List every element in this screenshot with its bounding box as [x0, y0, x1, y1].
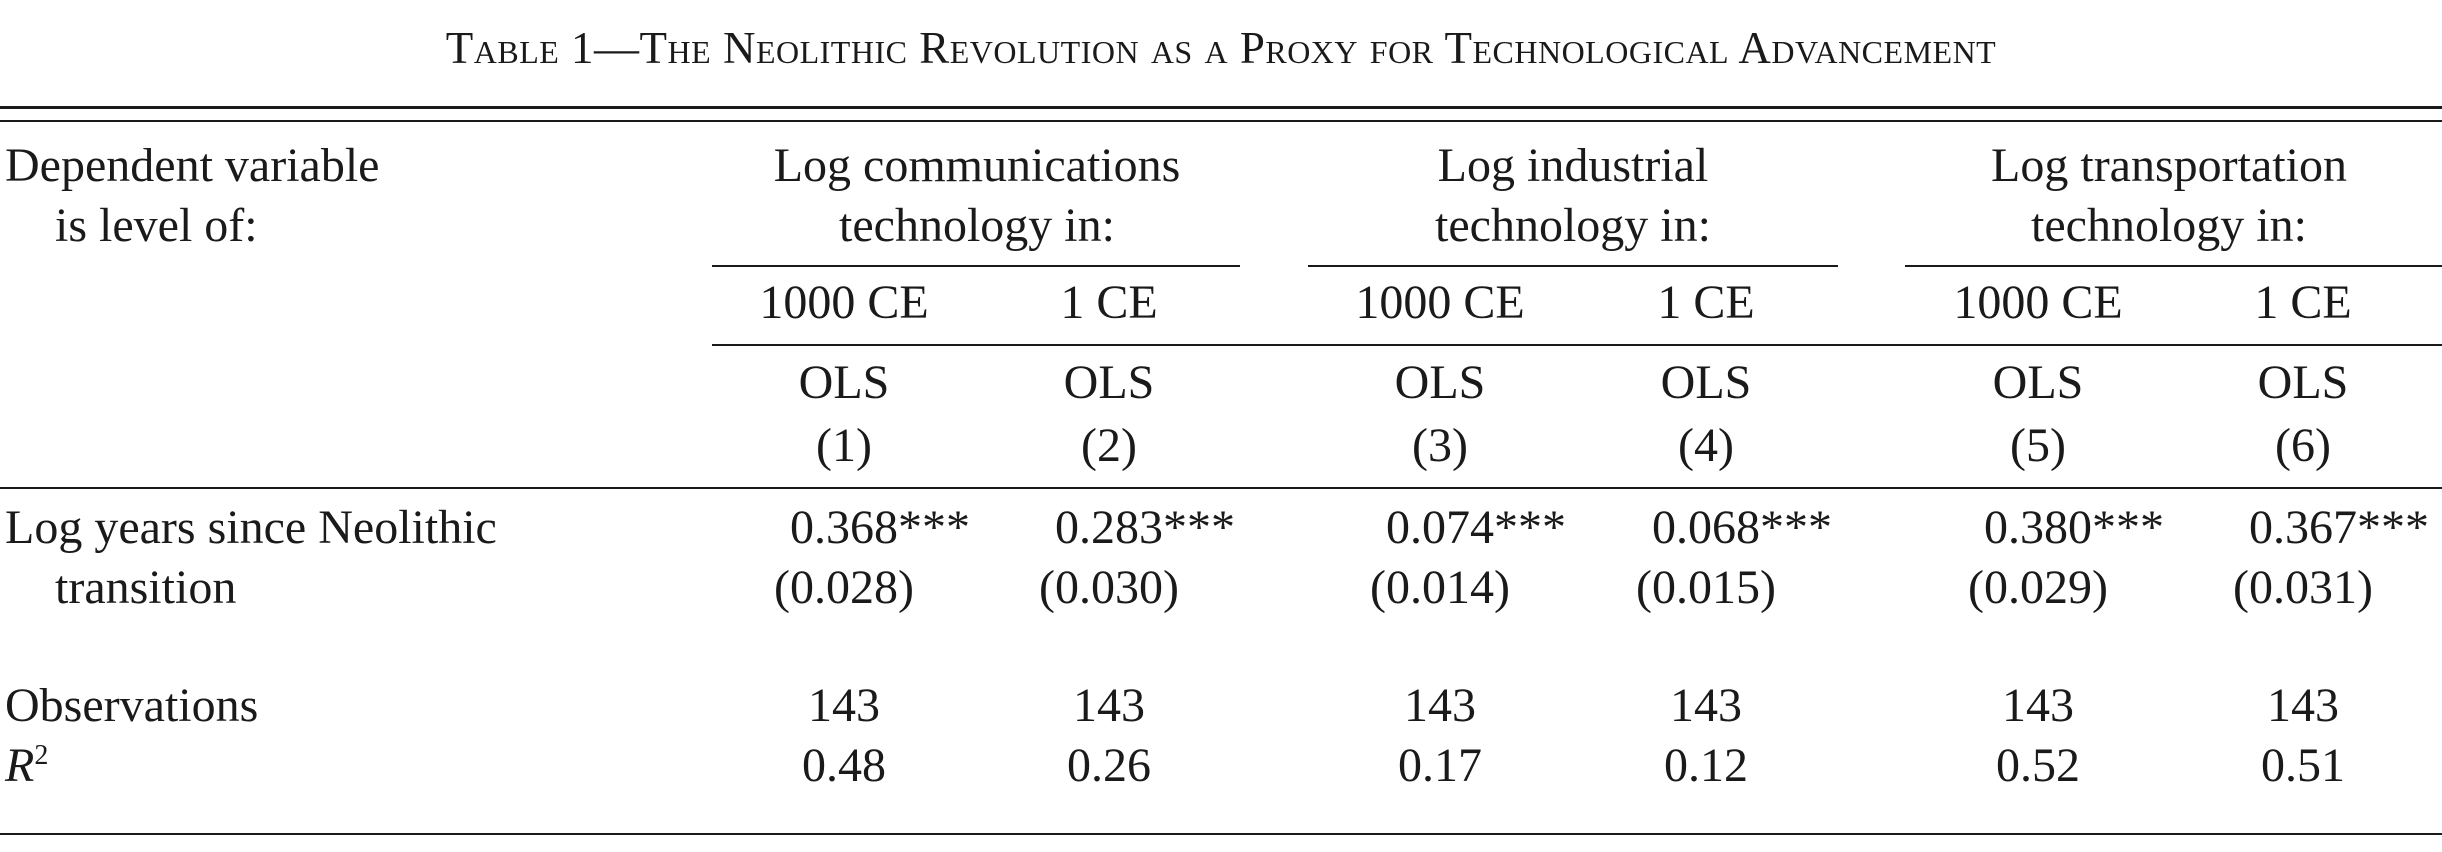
- estimator-col4: OLS: [1660, 356, 1752, 409]
- period-col2: 1 CE: [1060, 276, 1158, 329]
- column-number-1: (1): [816, 419, 872, 472]
- group-header-communications-line2: technology in:: [839, 199, 1115, 252]
- period-col1: 1000 CE: [759, 276, 929, 329]
- coef-col6: 0.367 ***: [2249, 498, 2429, 558]
- row-label-observations: Observations: [5, 679, 259, 732]
- r-squared-col2: 0.26: [1067, 739, 1151, 792]
- stub-header-line2: is level of:: [55, 199, 258, 252]
- period-col3: 1000 CE: [1355, 276, 1525, 329]
- row-label-r-squared: R2: [5, 736, 48, 796]
- estimator-col6: OLS: [2257, 356, 2349, 409]
- stub-header-line1: Dependent variable: [5, 139, 380, 192]
- r-squared-col4: 0.12: [1664, 739, 1748, 792]
- r-squared-col1: 0.48: [802, 739, 886, 792]
- group-header-transportation-line1: Log transportation: [1991, 139, 2347, 192]
- observations-col2: 143: [1073, 679, 1145, 732]
- observations-col5: 143: [2002, 679, 2074, 732]
- coef-col3: 0.074 ***: [1386, 498, 1566, 558]
- column-number-4: (4): [1678, 419, 1734, 472]
- column-number-6: (6): [2275, 419, 2331, 472]
- group-rule-transportation: [1905, 265, 2442, 267]
- coef-value: 0.074: [1386, 501, 1494, 554]
- column-number-2: (2): [1081, 419, 1137, 472]
- group-header-transportation-line2: technology in:: [2031, 199, 2307, 252]
- coef-col4: 0.068 ***: [1652, 498, 1832, 558]
- se-col5: (0.029): [1968, 561, 2108, 614]
- r-squared-col5: 0.52: [1996, 739, 2080, 792]
- observations-col1: 143: [808, 679, 880, 732]
- column-number-5: (5): [2010, 419, 2066, 472]
- r-squared-base: R: [5, 739, 35, 792]
- observations-col6: 143: [2267, 679, 2339, 732]
- table-title: Table 1—The Neolithic Revolution as a Pr…: [445, 23, 1997, 73]
- estimator-col2: OLS: [1063, 356, 1155, 409]
- se-col1: (0.028): [774, 561, 914, 614]
- row-label-neolithic-line2: transition: [55, 561, 237, 614]
- period-col4: 1 CE: [1657, 276, 1755, 329]
- estimator-col5: OLS: [1992, 356, 2084, 409]
- coef-col2: 0.283 ***: [1055, 498, 1235, 558]
- significance-stars: ***: [898, 501, 970, 554]
- se-col2: (0.030): [1039, 561, 1179, 614]
- r-squared-superscript: 2: [34, 740, 49, 771]
- significance-stars: ***: [1760, 501, 1832, 554]
- significance-stars: ***: [2357, 501, 2429, 554]
- column-number-3: (3): [1412, 419, 1468, 472]
- period-col6: 1 CE: [2254, 276, 2352, 329]
- coef-value: 0.380: [1984, 501, 2092, 554]
- coef-value: 0.283: [1055, 501, 1163, 554]
- se-col3: (0.014): [1370, 561, 1510, 614]
- se-col6: (0.031): [2233, 561, 2373, 614]
- r-squared-col6: 0.51: [2261, 739, 2345, 792]
- coef-col5: 0.380 ***: [1984, 498, 2164, 558]
- significance-stars: ***: [1163, 501, 1235, 554]
- group-rule-communications: [712, 265, 1240, 267]
- coef-col1: 0.368 ***: [790, 498, 970, 558]
- top-rule-1: [0, 106, 2442, 109]
- top-rule-2: [0, 120, 2442, 122]
- estimator-col3: OLS: [1394, 356, 1486, 409]
- estimator-col1: OLS: [798, 356, 890, 409]
- se-col4: (0.015): [1636, 561, 1776, 614]
- group-rule-industrial: [1308, 265, 1838, 267]
- group-header-industrial-line1: Log industrial: [1437, 139, 1709, 192]
- coef-value: 0.068: [1652, 501, 1760, 554]
- period-col5: 1000 CE: [1953, 276, 2123, 329]
- significance-stars: ***: [2092, 501, 2164, 554]
- r-squared-col3: 0.17: [1398, 739, 1482, 792]
- group-header-communications-line1: Log communications: [773, 139, 1181, 192]
- period-rule: [712, 344, 2442, 346]
- bottom-rule: [0, 833, 2442, 835]
- significance-stars: ***: [1494, 501, 1566, 554]
- coef-value: 0.367: [2249, 501, 2357, 554]
- row-label-neolithic-line1: Log years since Neolithic: [5, 501, 497, 554]
- observations-col4: 143: [1670, 679, 1742, 732]
- header-bottom-rule: [0, 487, 2442, 489]
- coef-value: 0.368: [790, 501, 898, 554]
- group-header-industrial-line2: technology in:: [1435, 199, 1711, 252]
- observations-col3: 143: [1404, 679, 1476, 732]
